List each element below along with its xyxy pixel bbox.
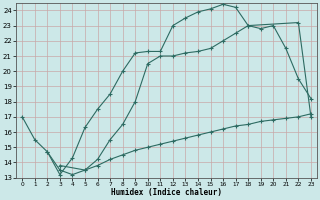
X-axis label: Humidex (Indice chaleur): Humidex (Indice chaleur) xyxy=(111,188,222,197)
